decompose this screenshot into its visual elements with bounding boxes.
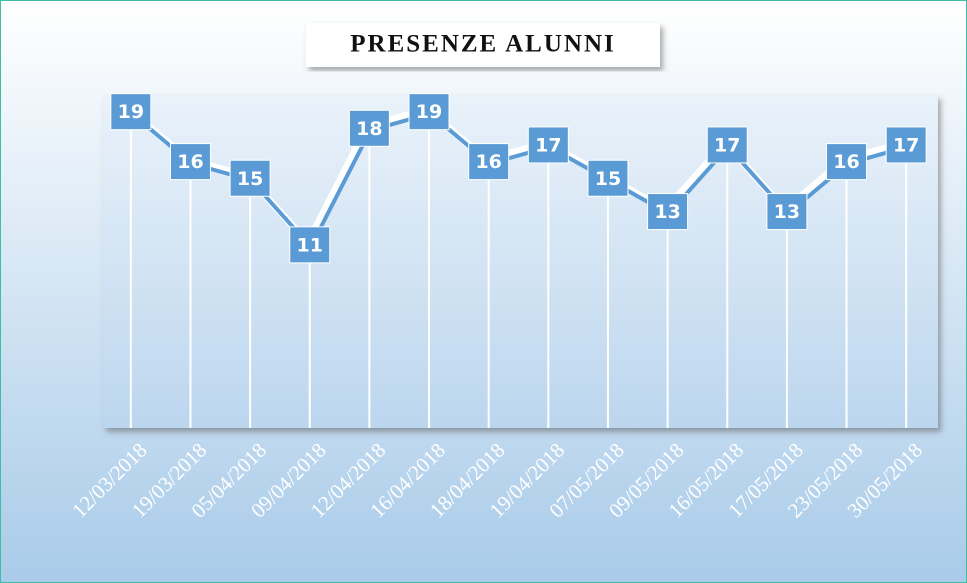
data-label: 19 [118,101,144,123]
data-label-box [408,93,450,131]
data-label-box [348,109,390,147]
data-label: 17 [535,134,561,156]
chart-title: PRESENZE ALUNNI [350,31,615,58]
data-label: 16 [177,151,203,173]
data-label-box [289,226,331,264]
data-label-box [527,126,569,164]
data-label-box [706,126,748,164]
plot-area [103,95,938,428]
data-label: 13 [654,201,680,223]
title-box [306,23,660,67]
data-label-box [826,143,868,181]
data-label-box [647,193,689,231]
data-label: 16 [833,151,859,173]
data-label: 13 [774,201,800,223]
data-label: 17 [893,134,919,156]
data-label: 17 [714,134,740,156]
data-label: 16 [475,151,501,173]
data-label: 11 [297,234,323,256]
data-label-box [110,93,152,131]
data-label-box [885,126,927,164]
data-label-box [766,193,808,231]
data-label-box [587,159,629,197]
data-label: 19 [416,101,442,123]
data-label-box [229,159,271,197]
data-label: 15 [237,168,263,190]
data-label: 18 [356,118,382,140]
data-label-box [468,143,510,181]
data-label-box [169,143,211,181]
data-label: 15 [595,168,621,190]
